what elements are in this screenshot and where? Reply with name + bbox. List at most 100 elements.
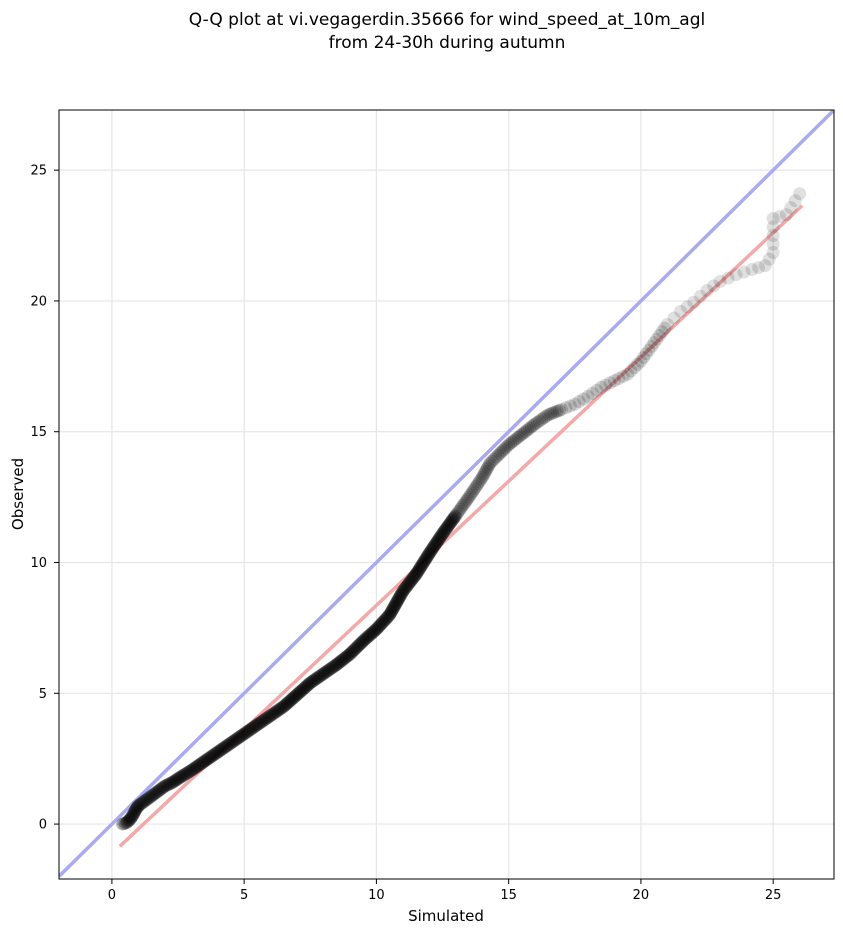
quantile-point: [354, 636, 368, 650]
quantile-point: [793, 187, 807, 201]
quantile-point: [436, 526, 450, 540]
quantile-point: [687, 295, 701, 309]
quantile-point: [118, 816, 132, 830]
quantile-point: [363, 628, 377, 642]
quantile-point: [200, 753, 214, 767]
quantile-point: [439, 522, 453, 536]
quantile-point: [209, 747, 223, 761]
plot-frame: [58, 109, 835, 880]
quantile-point: [270, 704, 284, 718]
quantile-point: [404, 574, 418, 588]
quantile-point: [533, 414, 547, 428]
quantile-point: [178, 767, 192, 781]
quantile-point: [443, 516, 457, 530]
quantile-point: [495, 445, 509, 459]
quantile-point: [422, 547, 436, 561]
quantile-point: [639, 347, 653, 361]
quantile-point: [394, 587, 408, 601]
quantile-point: [401, 578, 415, 592]
quantile-point: [139, 793, 153, 807]
quantile-point: [482, 458, 496, 472]
quantile-point: [154, 782, 168, 796]
quantile-point: [237, 727, 251, 741]
quantile-point: [528, 417, 542, 431]
quantile-point: [449, 508, 463, 522]
quantile-point: [301, 678, 315, 692]
quantile-point: [249, 718, 263, 732]
quantile-point: [413, 560, 427, 574]
quantile-point: [181, 765, 195, 779]
quantile-point: [667, 311, 681, 325]
quantile-point: [438, 523, 452, 537]
quantile-point: [184, 763, 198, 777]
quantile-point: [375, 616, 389, 630]
quantile-point: [360, 631, 374, 645]
x-tick-label: 20: [633, 888, 650, 903]
quantile-point: [487, 452, 501, 466]
quantile-point: [264, 709, 278, 723]
quantile-point: [707, 279, 721, 293]
quantile-point: [475, 470, 489, 484]
quantile-point: [283, 694, 297, 708]
quantile-point: [353, 637, 367, 651]
quantile-point: [397, 583, 411, 597]
quantile-point: [334, 654, 348, 668]
quantile-point: [438, 524, 452, 538]
quantile-point: [132, 798, 146, 812]
quantile-point: [447, 510, 461, 524]
quantile-point: [505, 435, 519, 449]
quantile-point: [235, 728, 249, 742]
quantile-point: [329, 658, 343, 672]
quantile-point: [515, 427, 529, 441]
quantile-point: [445, 514, 459, 528]
quantile-point: [621, 367, 635, 381]
quantile-point: [342, 648, 356, 662]
quantile-point: [563, 399, 577, 413]
quantile-point: [288, 689, 302, 703]
quantile-point: [220, 739, 234, 753]
quantile-point: [642, 343, 656, 357]
quantile-point: [758, 259, 772, 273]
quantile-point: [559, 401, 573, 415]
quantile-point: [279, 698, 293, 712]
x-tick-label: 25: [765, 888, 782, 903]
identity-line: [59, 110, 834, 878]
quantile-point: [166, 775, 180, 789]
quantile-point: [393, 589, 407, 603]
quantile-point: [607, 374, 621, 388]
quantile-point: [242, 723, 256, 737]
quantile-point: [436, 527, 450, 541]
quantile-point: [334, 655, 348, 669]
quantile-point: [262, 710, 276, 724]
quantile-point: [151, 784, 165, 798]
quantile-point: [391, 593, 405, 607]
quantile-point: [624, 364, 638, 378]
quantile-point: [194, 756, 208, 770]
quantile-point: [412, 562, 426, 576]
quantile-point: [434, 530, 448, 544]
chart-title-line-2: from 24-30h during autumn: [329, 33, 566, 53]
quantile-point: [405, 572, 419, 586]
y-tick-label: 10: [30, 556, 47, 571]
quantile-point: [507, 433, 521, 447]
quantile-point: [258, 713, 272, 727]
x-tick-label: 10: [368, 888, 385, 903]
quantile-point: [141, 792, 155, 806]
y-tick-label: 25: [30, 164, 47, 179]
quantile-point: [183, 764, 197, 778]
quantile-point: [634, 354, 648, 368]
quantile-point: [144, 789, 158, 803]
quantile-point: [313, 669, 327, 683]
quantile-point: [282, 695, 296, 709]
quantile-point: [637, 350, 651, 364]
quantile-point: [260, 711, 274, 725]
quantile-point: [406, 571, 420, 585]
quantile-point: [208, 747, 222, 761]
quantile-point: [287, 690, 301, 704]
quantile-point: [302, 677, 316, 691]
x-tick-label: 15: [500, 888, 517, 903]
quantile-point: [206, 749, 220, 763]
quantile-point: [136, 796, 150, 810]
quantile-point: [343, 647, 357, 661]
quantile-point: [429, 537, 443, 551]
